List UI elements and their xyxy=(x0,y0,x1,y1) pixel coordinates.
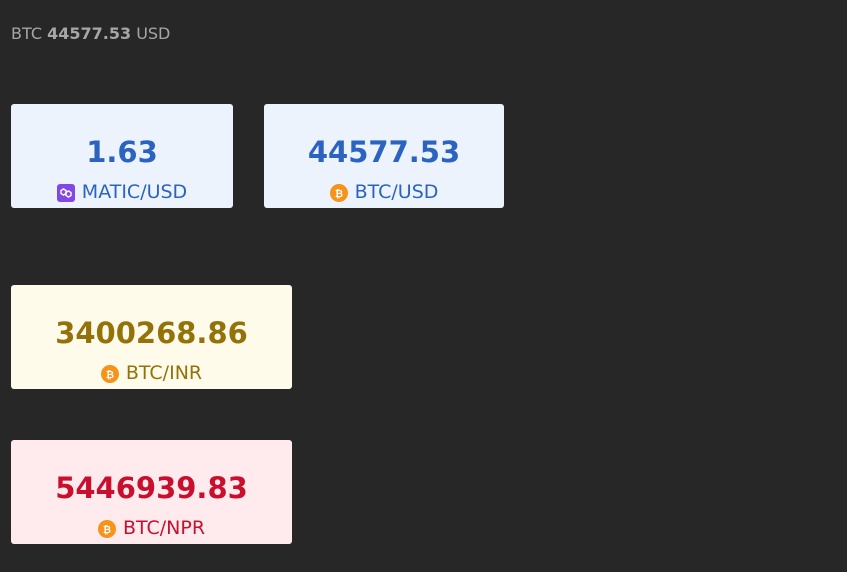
polygon-matic-icon xyxy=(56,183,75,202)
ticker-prefix: BTC xyxy=(11,24,42,43)
svg-text:₿: ₿ xyxy=(335,188,343,199)
btc-inr-card[interactable]: 3400268.86 ₿ BTC/INR xyxy=(11,285,292,389)
btc-usd-label: BTC/USD xyxy=(354,181,439,203)
bitcoin-icon: ₿ xyxy=(329,183,348,202)
svg-text:₿: ₿ xyxy=(106,369,114,380)
matic-usd-card[interactable]: 1.63 MATIC/USD xyxy=(11,104,233,208)
matic-usd-label: MATIC/USD xyxy=(81,181,188,203)
btc-usd-card[interactable]: 44577.53 ₿ BTC/USD xyxy=(264,104,504,208)
btc-usd-pair: ₿ BTC/USD xyxy=(329,181,439,203)
btc-npr-card[interactable]: 5446939.83 ₿ BTC/NPR xyxy=(11,440,292,544)
bitcoin-icon: ₿ xyxy=(100,364,119,383)
ticker-suffix: USD xyxy=(136,24,171,43)
btc-npr-label: BTC/NPR xyxy=(122,517,206,539)
btc-inr-value: 3400268.86 xyxy=(55,316,248,350)
ticker-price: 44577.53 xyxy=(47,24,132,43)
btc-usd-value: 44577.53 xyxy=(307,135,461,169)
btc-npr-value: 5446939.83 xyxy=(55,471,248,505)
bitcoin-icon: ₿ xyxy=(97,519,116,538)
btc-inr-label: BTC/INR xyxy=(125,362,203,384)
svg-text:₿: ₿ xyxy=(103,524,111,535)
matic-usd-value: 1.63 xyxy=(86,135,158,169)
btc-npr-pair: ₿ BTC/NPR xyxy=(97,517,206,539)
matic-usd-pair: MATIC/USD xyxy=(56,181,188,203)
btc-ticker-line: BTC 44577.53 USD xyxy=(11,24,170,43)
btc-inr-pair: ₿ BTC/INR xyxy=(100,362,203,384)
